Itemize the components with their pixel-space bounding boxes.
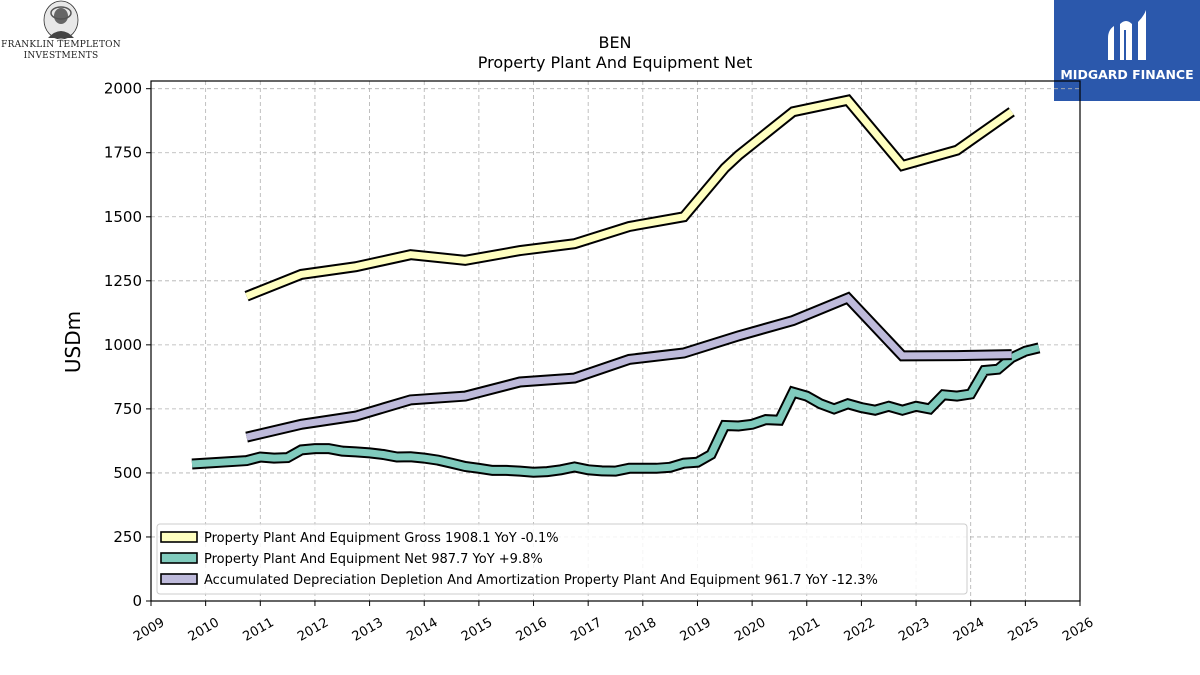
plot-frame [150, 80, 1081, 602]
x-tick-label: 2021 [787, 615, 823, 645]
series-line-net [191, 344, 1040, 476]
x-tick-label: 2009 [131, 615, 167, 645]
franklin-templeton-logo: FRANKLIN TEMPLETON INVESTMENTS [0, 0, 122, 66]
midgard-logo-text: MIDGARD FINANCE [1060, 67, 1194, 82]
y-tick-label: 1250 [104, 272, 142, 290]
y-axis-label: USDm [61, 311, 85, 373]
x-tick-label: 2018 [623, 615, 659, 645]
y-tick-label: 0 [132, 592, 142, 610]
x-tick-label: 2017 [568, 615, 604, 645]
x-tick-label: 2013 [350, 615, 386, 645]
y-axis: 0 250 500 750 1000 1250 1500 1750 2000 [104, 80, 151, 610]
x-tick-label: 2019 [678, 615, 714, 645]
logo-name-line1: FRANKLIN TEMPLETON [1, 40, 121, 50]
x-tick-label: 2022 [842, 615, 878, 645]
x-axis: 2009 2010 2011 2012 2013 2014 2015 2016 2017 2018… [131, 601, 1096, 645]
series-line-accum [245, 293, 1012, 441]
legend-label-accum: Accumulated Depreciation Depletion And A… [204, 573, 878, 588]
y-tick-label: 1750 [104, 144, 142, 162]
y-tick-label: 750 [113, 400, 142, 418]
legend-swatch-accum [160, 573, 198, 585]
legend-label-gross: Property Plant And Equipment Gross 1908.… [204, 531, 559, 546]
y-tick-label: 1500 [104, 208, 142, 226]
portrait-icon [43, 0, 79, 40]
x-tick-label: 2016 [514, 615, 550, 645]
series-layer [191, 94, 1041, 478]
legend-swatch-gross [160, 531, 198, 543]
midgard-finance-logo: MIDGARD FINANCE [1054, 0, 1200, 101]
x-tick-label: 2011 [240, 615, 276, 645]
x-tick-label: 2010 [186, 615, 222, 645]
chart-title: BEN [598, 33, 631, 52]
x-tick-label: 2014 [404, 615, 440, 645]
legend-swatch-net [160, 552, 198, 564]
x-tick-label: 2020 [732, 615, 768, 645]
x-tick-label: 2025 [1006, 615, 1042, 645]
chart-subtitle: Property Plant And Equipment Net [478, 53, 753, 72]
x-tick-label: 2026 [1060, 615, 1096, 645]
legend-box [156, 523, 968, 595]
series-line-gross [245, 96, 1014, 300]
logo-name-line2: INVESTMENTS [23, 51, 99, 61]
x-tick-label: 2023 [896, 615, 932, 645]
y-tick-label: 500 [113, 464, 142, 482]
x-tick-label: 2024 [951, 615, 987, 645]
x-tick-label: 2012 [295, 615, 331, 645]
midgard-mark-icon [1108, 10, 1146, 60]
x-tick-label: 2015 [459, 615, 495, 645]
legend: Property Plant And Equipment Gross 1908.… [156, 523, 968, 595]
y-tick-label: 1000 [104, 336, 142, 354]
y-tick-label: 2000 [104, 80, 142, 98]
y-tick-label: 250 [113, 528, 142, 546]
legend-label-net: Property Plant And Equipment Net 987.7 Y… [204, 552, 543, 567]
